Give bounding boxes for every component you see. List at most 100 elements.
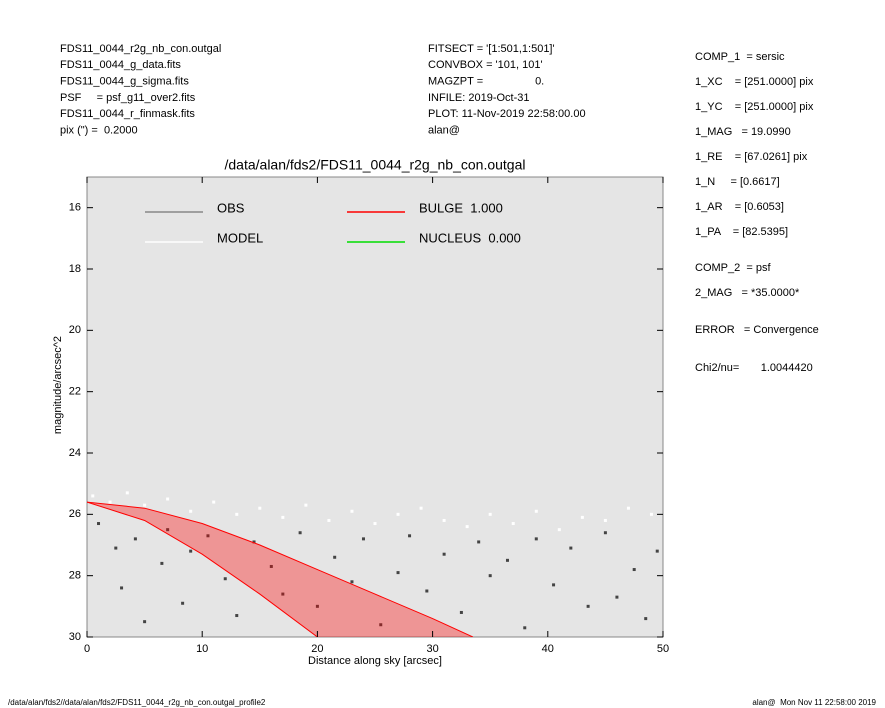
footer-left: /data/alan/fds2//data/alan/fds2/FDS11_00… bbox=[8, 698, 266, 707]
data-point bbox=[615, 595, 619, 599]
data-point bbox=[488, 574, 492, 578]
fit-parameter: COMP_2 = psf bbox=[695, 262, 771, 274]
data-point bbox=[442, 552, 446, 556]
data-point bbox=[304, 503, 308, 507]
x-tick-label: 40 bbox=[542, 643, 554, 655]
x-tick-label: 30 bbox=[426, 643, 438, 655]
data-point bbox=[269, 564, 273, 568]
footer-right: alan@ Mon Nov 11 22:58:00 2019 bbox=[752, 698, 876, 707]
plot-marks bbox=[87, 491, 659, 637]
data-point bbox=[511, 522, 515, 526]
data-point bbox=[557, 528, 561, 532]
fit-parameter: Chi2/nu= 1.0044420 bbox=[695, 362, 813, 374]
data-point bbox=[298, 531, 302, 535]
header-text: FDS11_0044_g_sigma.fits bbox=[60, 76, 189, 88]
data-point bbox=[212, 500, 216, 504]
data-point bbox=[361, 537, 365, 541]
y-tick-label: 22 bbox=[69, 386, 81, 398]
bulge-inner bbox=[87, 501, 318, 637]
y-tick-label: 18 bbox=[69, 263, 81, 275]
data-point bbox=[459, 610, 463, 614]
data-point bbox=[396, 571, 400, 575]
data-point bbox=[281, 592, 285, 596]
data-point bbox=[206, 534, 210, 538]
header-text: MAGZPT = 0. bbox=[428, 76, 544, 88]
header-text: PLOT: 11-Nov-2019 22:58:00.00 bbox=[428, 108, 586, 120]
data-point bbox=[133, 537, 137, 541]
fit-parameter: 1_PA = [82.5395] bbox=[695, 226, 788, 238]
data-point bbox=[632, 568, 636, 572]
y-tick-label: 20 bbox=[69, 324, 81, 336]
data-point bbox=[252, 540, 256, 544]
header-text: FDS11_0044_r2g_nb_con.outgal bbox=[60, 43, 221, 55]
header-text: alan@ bbox=[428, 124, 460, 136]
x-tick-label: 10 bbox=[196, 643, 208, 655]
x-tick-label: 0 bbox=[84, 643, 90, 655]
data-point bbox=[235, 614, 239, 618]
data-point bbox=[143, 620, 147, 624]
x-tick-label: 20 bbox=[311, 643, 323, 655]
y-tick-label: 16 bbox=[69, 202, 81, 214]
data-point bbox=[408, 534, 412, 538]
data-point bbox=[120, 586, 124, 590]
data-point bbox=[488, 512, 492, 516]
chart-title: /data/alan/fds2/FDS11_0044_r2g_nb_con.ou… bbox=[225, 157, 526, 173]
fit-parameter: 2_MAG = *35.0000* bbox=[695, 287, 800, 299]
data-point bbox=[534, 509, 538, 513]
data-point bbox=[333, 555, 337, 559]
fit-parameter: 1_RE = [67.0261] pix bbox=[695, 151, 808, 163]
data-point bbox=[166, 497, 170, 501]
data-point bbox=[143, 503, 147, 507]
y-tick-label: 28 bbox=[69, 570, 81, 582]
legend-label: OBS bbox=[217, 200, 245, 215]
data-point bbox=[655, 549, 659, 553]
data-point bbox=[603, 518, 607, 522]
header-text: FITSECT = '[1:501,1:501]' bbox=[428, 43, 555, 55]
data-point bbox=[649, 512, 653, 516]
data-point bbox=[552, 583, 556, 587]
plot-area bbox=[86, 176, 664, 638]
data-point bbox=[534, 537, 538, 541]
x-axis-label: Distance along sky [arcsec] bbox=[308, 655, 442, 667]
header-text: pix (") = 0.2000 bbox=[60, 124, 138, 136]
legend-label: MODEL bbox=[217, 230, 263, 245]
data-point bbox=[442, 518, 446, 522]
legend-label: BULGE 1.000 bbox=[419, 200, 503, 215]
data-point bbox=[569, 546, 573, 550]
data-point bbox=[315, 604, 319, 608]
header-text: FDS11_0044_r_finmask.fits bbox=[60, 108, 195, 120]
fit-parameter: ERROR = Convergence bbox=[695, 324, 819, 336]
data-point bbox=[505, 558, 509, 562]
data-point bbox=[235, 512, 239, 516]
fit-parameter: 1_XC = [251.0000] pix bbox=[695, 76, 814, 88]
data-point bbox=[160, 561, 164, 565]
data-point bbox=[91, 494, 95, 498]
legend-label: NUCLEUS 0.000 bbox=[419, 230, 521, 245]
data-point bbox=[580, 515, 584, 519]
data-point bbox=[281, 515, 285, 519]
header-text: FDS11_0044_g_data.fits bbox=[60, 59, 181, 71]
data-point bbox=[465, 525, 469, 529]
data-point bbox=[350, 580, 354, 584]
y-tick-label: 24 bbox=[69, 447, 81, 459]
bulge-outer bbox=[87, 501, 474, 637]
data-point bbox=[189, 509, 193, 513]
fit-parameter: 1_N = [0.6617] bbox=[695, 176, 780, 188]
data-point bbox=[603, 531, 607, 535]
data-point bbox=[379, 623, 383, 627]
data-point bbox=[181, 601, 185, 605]
fit-parameter: 1_AR = [0.6053] bbox=[695, 201, 784, 213]
data-point bbox=[523, 626, 527, 630]
data-point bbox=[97, 522, 101, 526]
data-point bbox=[114, 546, 118, 550]
data-point bbox=[419, 506, 423, 510]
header-text: PSF = psf_g11_over2.fits bbox=[60, 92, 196, 104]
y-axis-label: magnitude/arcsec^2 bbox=[52, 336, 64, 434]
fit-parameter: 1_MAG = 19.0990 bbox=[695, 126, 791, 138]
data-point bbox=[586, 604, 590, 608]
data-point bbox=[327, 518, 331, 522]
bulge-band bbox=[87, 502, 473, 637]
data-point bbox=[258, 506, 262, 510]
x-tick-label: 50 bbox=[657, 643, 669, 655]
